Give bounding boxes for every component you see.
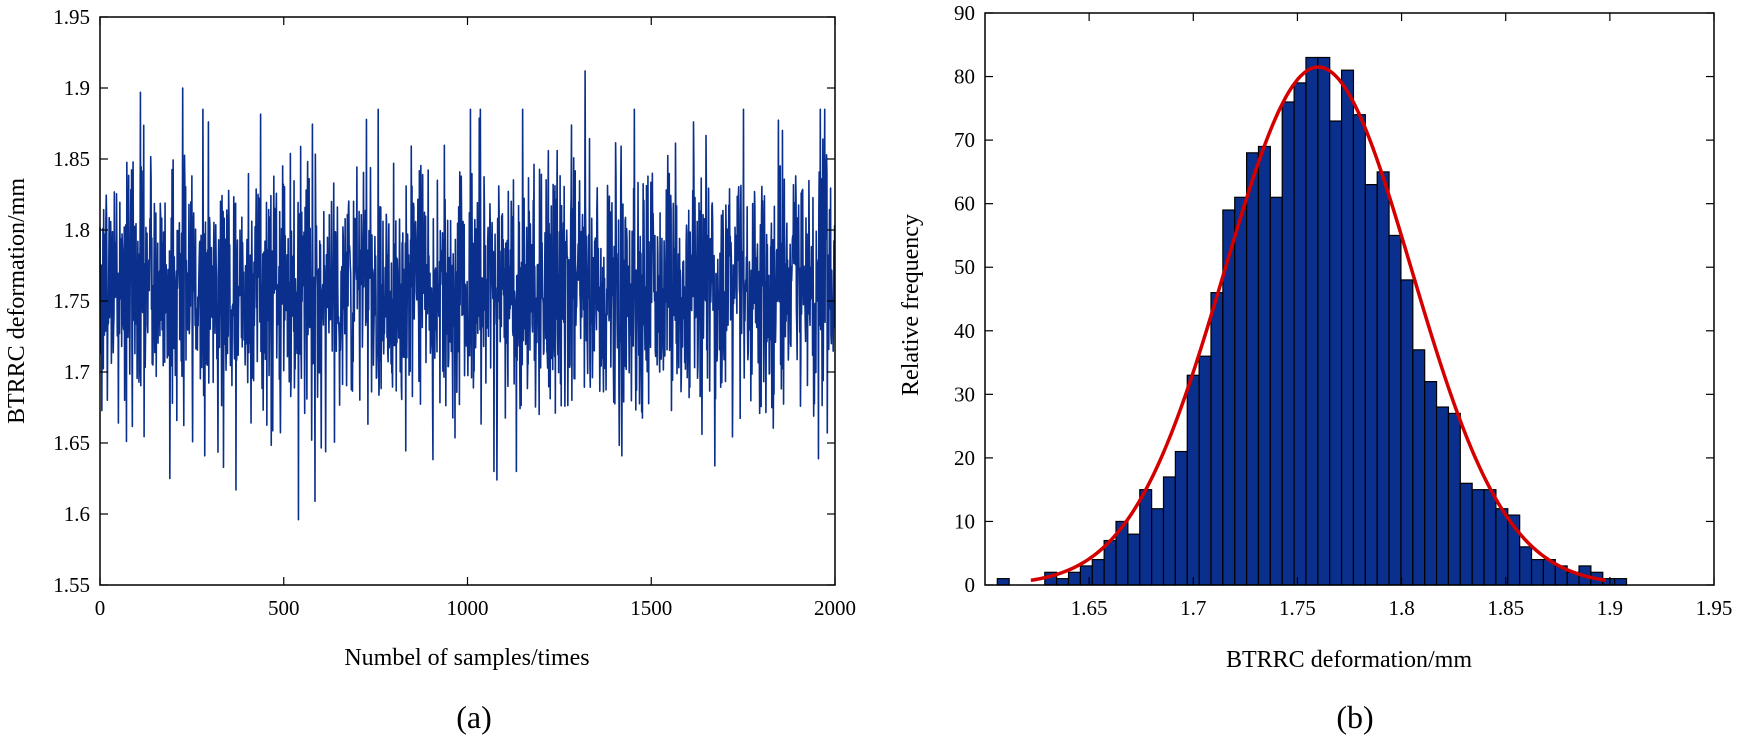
chart-b-xlabel: BTRRC deformation/mm xyxy=(1226,647,1472,673)
chart-a-ytick-label: 1.7 xyxy=(64,360,90,384)
chart-b-xtick-label: 1.85 xyxy=(1487,596,1524,620)
chart-b-fit-curve xyxy=(1030,65,1606,583)
chart-b-xtick-label: 1.95 xyxy=(1696,596,1733,620)
chart-b-bar xyxy=(1198,355,1212,586)
chart-a-ytick-label: 1.75 xyxy=(53,289,90,313)
chart-b-bar xyxy=(1246,152,1260,586)
chart-b-bar xyxy=(1459,482,1473,586)
chart-b-xtick-label: 1.65 xyxy=(1071,596,1108,620)
chart-b-bar xyxy=(1151,508,1165,586)
chart-a-ytick-label: 1.6 xyxy=(64,502,90,526)
chart-b-xtick-label: 1.9 xyxy=(1597,596,1623,620)
chart-b-ytick-label: 10 xyxy=(954,509,975,533)
chart-b-bar xyxy=(1234,196,1248,586)
chart-b-ytick-label: 80 xyxy=(954,65,975,89)
chart-b-bar xyxy=(1127,533,1141,586)
chart-a-ticks: 0 500 1000 1500 2000 1.55 1.6 1.65 1.7 1.75 1.8 1.8… xyxy=(53,5,856,620)
chart-b-xtick-label: 1.75 xyxy=(1279,596,1316,620)
chart-a: 0 500 1000 1500 2000 1.55 1.6 1.65 1.7 1.75 1.8 1.8… xyxy=(4,5,856,735)
chart-b-bar xyxy=(1162,476,1176,586)
chart-a-series xyxy=(99,70,836,521)
chart-a-xtick-label: 500 xyxy=(268,596,300,620)
chart-b-bar xyxy=(1056,578,1070,586)
chart-b-ytick-label: 20 xyxy=(954,446,975,470)
chart-b-bar xyxy=(1471,489,1485,586)
chart-b-bar xyxy=(1257,145,1271,586)
chart-a-xtick-label: 0 xyxy=(95,596,106,620)
chart-b-bar xyxy=(1139,489,1153,586)
chart-a-ylabel: BTRRC deformation/mm xyxy=(4,178,30,424)
chart-b-ylabel: Relative frequency xyxy=(898,214,924,396)
chart-b-xtick-label: 1.8 xyxy=(1388,596,1414,620)
chart-b-bar xyxy=(996,578,1010,586)
chart-b-bar xyxy=(1293,82,1307,586)
chart-b-bar xyxy=(1412,349,1426,586)
chart-b-bar xyxy=(1067,571,1081,586)
chart-b-ytick-label: 0 xyxy=(965,573,976,597)
chart-b-bar xyxy=(1352,114,1366,586)
chart-b-bar xyxy=(1305,56,1319,586)
chart-b-bar xyxy=(1376,171,1390,586)
chart-b-frame xyxy=(984,12,1715,586)
chart-b-bar xyxy=(1364,184,1378,586)
chart-b-bar xyxy=(1614,578,1628,586)
chart-b-bar xyxy=(1210,292,1224,586)
chart-a-ytick-label: 1.55 xyxy=(53,573,90,597)
chart-b-bar xyxy=(1174,450,1188,586)
chart-a-xtick-label: 1500 xyxy=(630,596,672,620)
chart-b-bar xyxy=(1340,69,1355,586)
chart-b-bar xyxy=(1495,508,1509,586)
chart-a-ytick-label: 1.85 xyxy=(53,147,90,171)
chart-b-ytick-label: 30 xyxy=(954,382,975,406)
chart-b-bar xyxy=(1400,279,1414,586)
chart-b-bar xyxy=(1435,406,1450,586)
chart-b-bar xyxy=(1186,374,1200,586)
chart-b-ytick-label: 50 xyxy=(954,255,975,279)
chart-b-panel-label: (b) xyxy=(1336,699,1373,735)
chart-a-line xyxy=(99,70,836,521)
chart-a-ytick-label: 1.8 xyxy=(64,218,90,242)
chart-a-panel-label: (a) xyxy=(456,699,492,735)
chart-b-bar xyxy=(1281,101,1295,586)
chart-b-ytick-label: 70 xyxy=(954,128,975,152)
chart-b-bars xyxy=(996,56,1628,586)
chart-b: 1.65 1.7 1.75 1.8 1.85 1.9 1.95 0 10 20 30 40 50 60 70… xyxy=(898,1,1732,735)
chart-a-ytick-label: 1.9 xyxy=(64,76,90,100)
chart-b-bar xyxy=(1091,558,1105,586)
chart-b-ticks: 1.65 1.7 1.75 1.8 1.85 1.9 1.95 0 10 20 30 40 50 60 70… xyxy=(954,1,1732,620)
chart-b-bar xyxy=(1424,381,1438,586)
chart-b-bar xyxy=(1317,56,1331,586)
chart-b-bar xyxy=(1269,196,1283,586)
chart-a-xtick-label: 2000 xyxy=(814,596,856,620)
chart-b-bar xyxy=(1079,565,1093,586)
chart-a-xlabel: Numbel of samples/times xyxy=(344,645,589,671)
chart-b-bar xyxy=(1388,234,1402,586)
chart-b-xtick-label: 1.7 xyxy=(1180,596,1206,620)
chart-b-ytick-label: 40 xyxy=(954,319,975,343)
chart-b-bar xyxy=(1329,120,1343,586)
chart-a-ytick-label: 1.95 xyxy=(53,5,90,29)
chart-b-ytick-label: 90 xyxy=(954,1,975,25)
chart-a-ytick-label: 1.65 xyxy=(53,431,90,455)
chart-b-bar xyxy=(1483,489,1497,586)
chart-a-xtick-label: 1000 xyxy=(447,596,489,620)
chart-b-bar xyxy=(1447,412,1461,586)
chart-b-bar xyxy=(1519,546,1533,586)
chart-b-ytick-label: 60 xyxy=(954,192,975,216)
chart-b-bar xyxy=(1530,558,1545,586)
